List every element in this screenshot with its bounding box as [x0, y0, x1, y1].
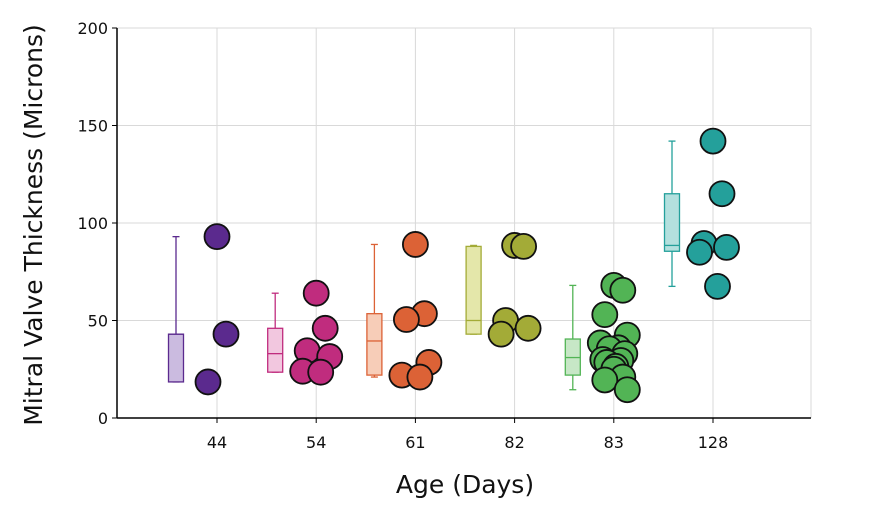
x-tick-label: 61: [405, 433, 425, 452]
x-tick-label: 44: [207, 433, 227, 452]
box-plot: [663, 140, 681, 288]
y-tick-label: 0: [98, 409, 108, 428]
box-plots: [167, 140, 681, 391]
data-point: [194, 368, 222, 396]
x-tick-label: 82: [504, 433, 524, 452]
axes: 0 50 100 150 200 44 54 61 82 83 128: [77, 19, 811, 452]
data-point: [203, 223, 231, 251]
box-iqr: [267, 327, 284, 373]
grid: [117, 27, 812, 418]
data-point: [311, 314, 339, 342]
y-tick-label: 50: [88, 312, 108, 331]
data-points: [194, 127, 740, 404]
x-tick-label: 128: [698, 433, 729, 452]
box-iqr: [366, 313, 383, 376]
data-point: [713, 233, 740, 261]
data-point: [591, 366, 619, 394]
x-tick-label: 83: [604, 433, 624, 452]
data-point: [307, 358, 335, 386]
box-plot: [564, 284, 581, 391]
data-point: [392, 306, 420, 333]
data-point: [609, 276, 637, 304]
data-point: [212, 320, 240, 348]
data-point: [406, 363, 434, 391]
data-point: [510, 232, 537, 260]
data-point: [487, 320, 515, 348]
x-axis-title: Age (Days): [396, 470, 534, 499]
box-plot: [366, 243, 383, 378]
x-tick-label: 54: [306, 433, 326, 452]
data-point: [708, 180, 736, 208]
data-point: [401, 231, 429, 258]
data-point: [613, 376, 641, 404]
y-tick-label: 100: [77, 214, 108, 233]
box-iqr: [663, 193, 681, 252]
box-plot: [465, 244, 482, 335]
data-point: [514, 314, 542, 342]
box-iqr: [167, 333, 185, 383]
y-tick-label: 150: [77, 117, 108, 136]
data-point: [686, 238, 713, 266]
box-plot: [167, 235, 185, 383]
data-point: [699, 127, 727, 155]
box-iqr: [465, 245, 482, 335]
y-axis-title: Mitral Valve Thickness (Microns): [19, 24, 48, 426]
data-point: [704, 272, 731, 300]
box-plot: [267, 292, 284, 373]
y-tick-label: 200: [77, 19, 108, 38]
data-point: [591, 301, 619, 329]
data-point: [302, 279, 330, 307]
